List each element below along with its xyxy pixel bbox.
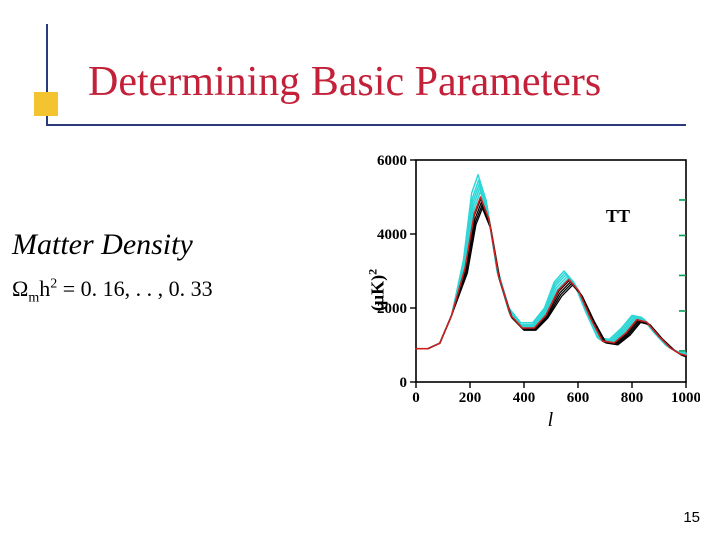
decor-hline bbox=[46, 124, 686, 126]
svg-text:800: 800 bbox=[621, 390, 644, 406]
page-title: Determining Basic Parameters bbox=[88, 58, 601, 106]
svg-text:600: 600 bbox=[567, 390, 590, 406]
svg-text:4000: 4000 bbox=[377, 227, 407, 243]
svg-text:6000: 6000 bbox=[377, 153, 407, 169]
svg-text:1000: 1000 bbox=[671, 390, 700, 406]
omega-subscript: m bbox=[28, 290, 39, 305]
tt-power-spectrum-chart: 020040060080010000200040006000 (μK)2 l T… bbox=[360, 150, 700, 430]
omega-equation: Ωmh2 = 0. 16, . . , 0. 33 bbox=[12, 276, 213, 306]
page-number: 15 bbox=[683, 509, 700, 526]
y-axis-label: (μK)2 bbox=[366, 269, 389, 311]
decor-box bbox=[34, 92, 58, 116]
omega-symbol: Ω bbox=[12, 276, 28, 301]
svg-text:0: 0 bbox=[400, 375, 408, 391]
x-axis-label: l bbox=[548, 409, 554, 432]
svg-text:400: 400 bbox=[513, 390, 536, 406]
svg-text:200: 200 bbox=[459, 390, 482, 406]
omega-h: h bbox=[39, 276, 50, 301]
chart-svg: 020040060080010000200040006000 bbox=[360, 150, 700, 410]
series-label-tt: TT bbox=[606, 206, 630, 227]
slide-root: Determining Basic Parameters Matter Dens… bbox=[0, 0, 720, 540]
omega-values: = 0. 16, . . , 0. 33 bbox=[57, 276, 212, 301]
svg-text:0: 0 bbox=[412, 390, 420, 406]
subheading-matter-density: Matter Density bbox=[12, 228, 193, 262]
